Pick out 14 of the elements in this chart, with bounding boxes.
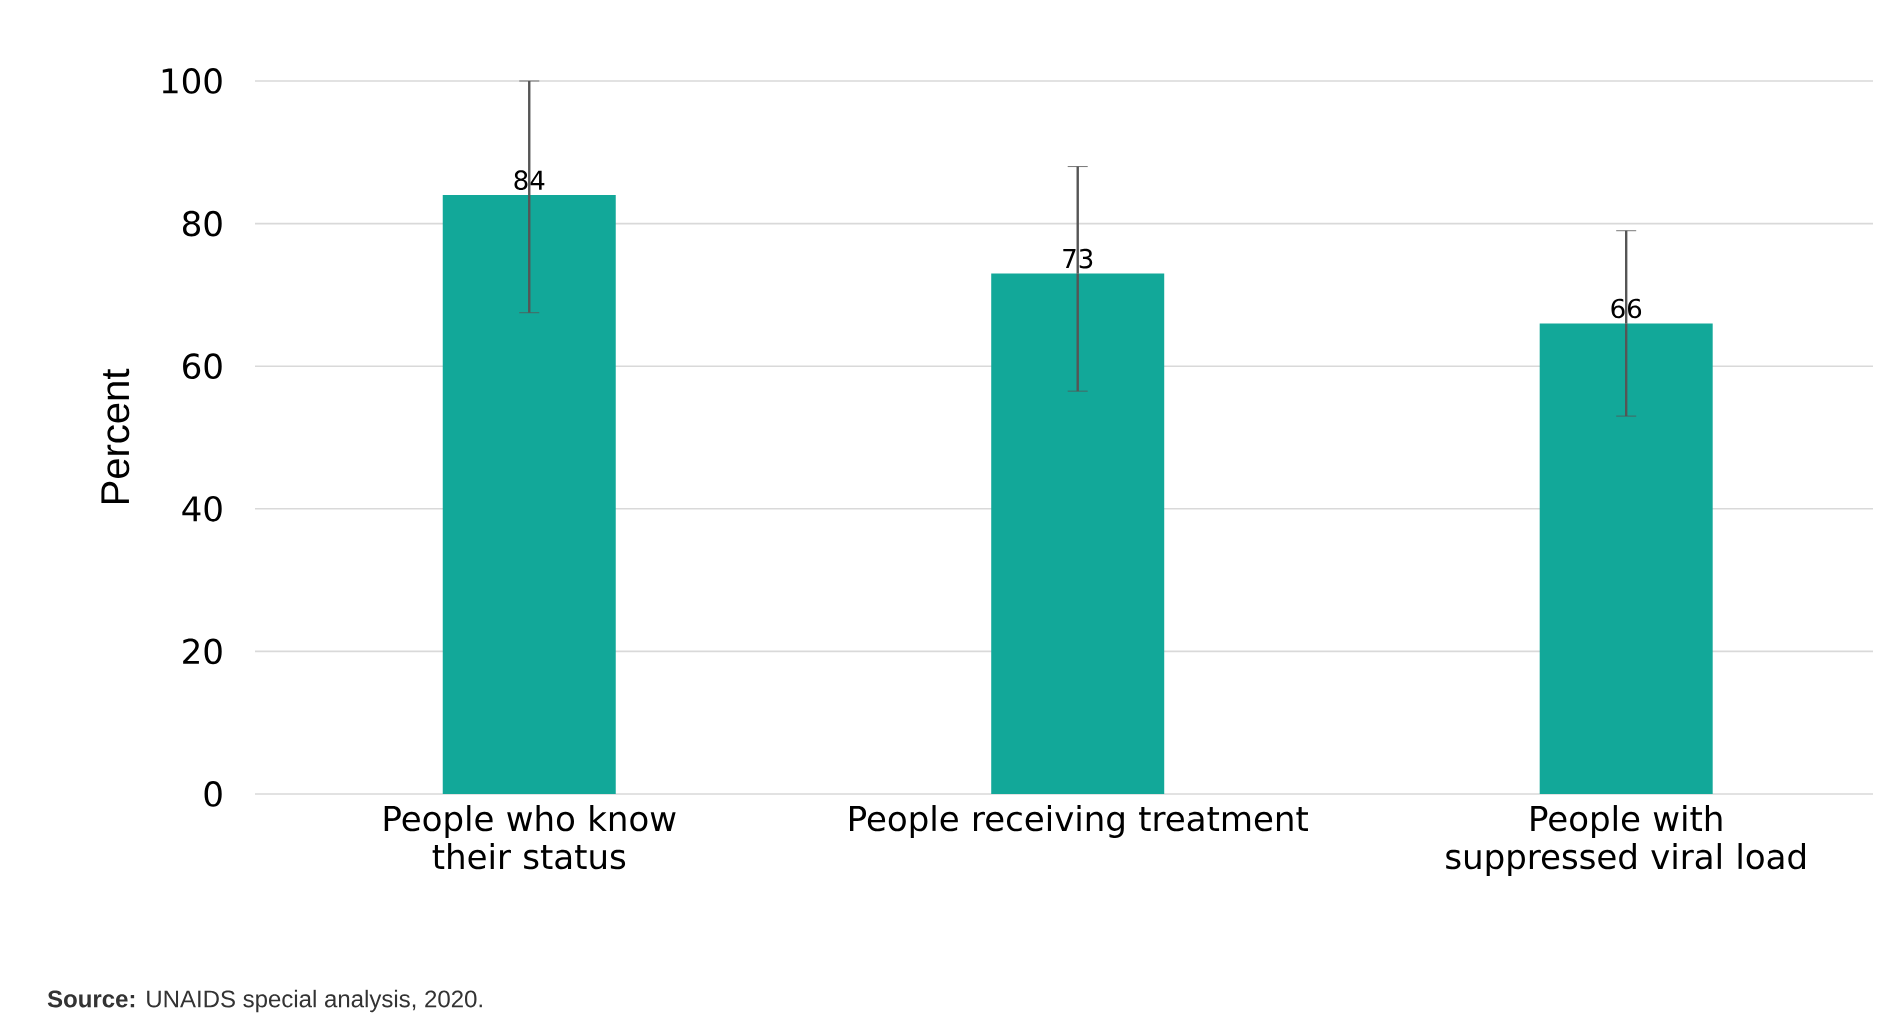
y-tick-label: 0 <box>204 781 222 807</box>
y-axis-title: Percent <box>101 368 130 504</box>
bar <box>442 195 616 794</box>
bar <box>1539 323 1713 794</box>
x-tick-label: People with suppressed viral load <box>1446 805 1805 876</box>
y-tick-label: 80 <box>183 210 222 237</box>
y-tick-label: 40 <box>182 495 222 522</box>
y-tick-label: 100 <box>162 68 222 94</box>
bar <box>991 273 1165 794</box>
y-tick-label: 60 <box>183 353 222 380</box>
x-tick-label: People receiving treatment <box>850 805 1308 838</box>
text: Source: UNAIDS special analysis, 2020. <box>47 989 482 1013</box>
y-tick-label: 20 <box>183 638 222 665</box>
x-tick-label: People who know their status <box>384 805 676 870</box>
